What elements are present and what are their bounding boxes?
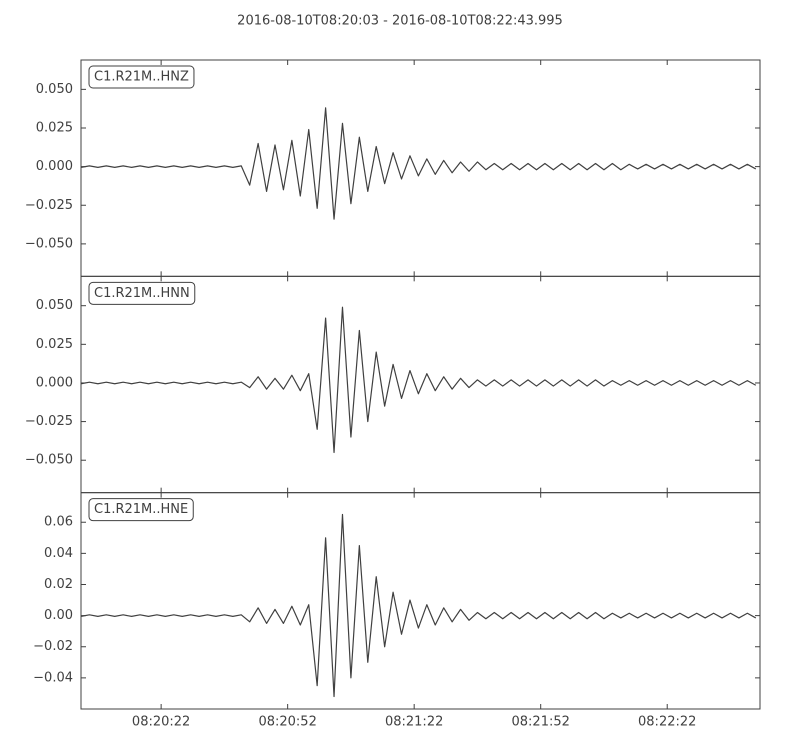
y-tick-label: 0.050 <box>36 82 73 97</box>
y-tick-label: 0.04 <box>44 546 73 561</box>
legend-label: C1.R21M..HNN <box>94 286 190 301</box>
y-tick-label: −0.050 <box>25 236 73 251</box>
plot-frame <box>80 492 761 710</box>
y-tick-label: −0.04 <box>33 670 73 685</box>
x-tick-label: 08:21:22 <box>385 715 443 730</box>
y-tick-label: 0.025 <box>36 120 73 135</box>
y-tick-label: −0.025 <box>25 414 73 429</box>
legend-box <box>88 498 194 522</box>
y-tick-label: 0.050 <box>36 298 73 313</box>
y-tick-label: 0.025 <box>36 337 73 352</box>
legend-label: C1.R21M..HNZ <box>94 70 189 85</box>
x-tick-label: 08:22:22 <box>638 715 696 730</box>
y-tick-label: −0.02 <box>33 639 73 654</box>
waveform <box>80 513 757 698</box>
legend-box <box>88 281 196 305</box>
y-tick-label: 0.02 <box>44 577 73 592</box>
y-tick-label: 0.000 <box>36 159 73 174</box>
waveform <box>80 107 757 220</box>
x-tick-label: 08:20:52 <box>258 715 316 730</box>
x-tick-label: 08:20:22 <box>132 715 190 730</box>
y-tick-label: 0.000 <box>36 375 73 390</box>
x-tick-label: 08:21:52 <box>512 715 570 730</box>
legend-box <box>88 65 195 89</box>
y-tick-label: 0.06 <box>44 515 73 530</box>
chart-title: 2016-08-10T08:20:03 - 2016-08-10T08:22:4… <box>237 14 563 29</box>
y-tick-label: −0.050 <box>25 453 73 468</box>
y-tick-label: −0.025 <box>25 198 73 213</box>
y-tick-label: 0.00 <box>44 608 73 623</box>
waveform <box>80 306 757 454</box>
legend-label: C1.R21M..HNE <box>94 502 188 517</box>
